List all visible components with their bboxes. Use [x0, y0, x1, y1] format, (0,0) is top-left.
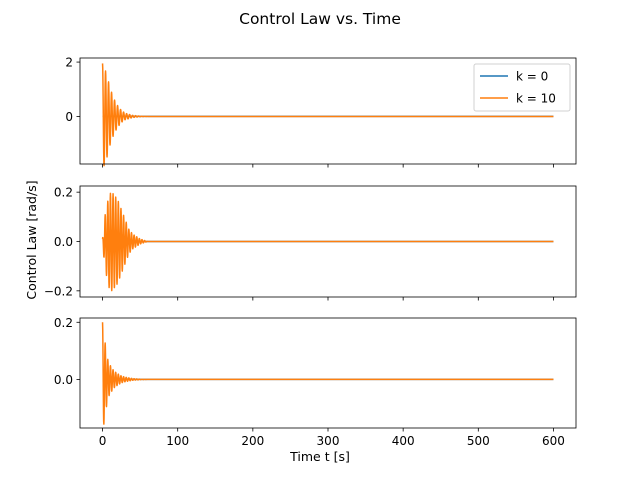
- series-k10-line: [101, 322, 554, 425]
- y-axis-label: Control Law [rad/s]: [24, 180, 39, 299]
- x-tick-label: 0: [99, 434, 107, 448]
- x-tick-label: 500: [467, 434, 490, 448]
- x-tick-label: 200: [241, 434, 264, 448]
- figure-title: Control Law vs. Time: [239, 10, 401, 28]
- subplot-3: 0.0 0.2 0 100 200 300 400 500 600: [54, 316, 577, 448]
- x-tick-label: 600: [542, 434, 565, 448]
- y-tick-label: 0.2: [54, 316, 73, 330]
- series-k10-line: [101, 63, 554, 167]
- y-tick-label: 0: [65, 110, 73, 124]
- axes-frame: [79, 185, 577, 298]
- legend-label-k0: k = 0: [516, 70, 548, 84]
- axes-frame: [79, 57, 577, 165]
- y-tick-label: 0.0: [54, 373, 73, 387]
- subplots: 02−0.20.00.20.00.20 100 200 300 400 500 600: [44, 56, 577, 448]
- x-tick-label: 300: [317, 434, 340, 448]
- subplot-1: 02: [65, 56, 577, 168]
- axes-frame: [79, 317, 577, 429]
- legend-label-k10: k = 10: [516, 92, 556, 106]
- subplot-2: −0.2 0.0 0.2: [44, 185, 577, 301]
- y-tick-label: 0.0: [54, 235, 73, 249]
- x-tick-label: 400: [392, 434, 415, 448]
- series-k10-line: [101, 192, 554, 292]
- y-tick-label: −0.2: [44, 284, 73, 298]
- y-tick-label: 2: [65, 56, 73, 70]
- legend: k = 0 k = 10: [473, 63, 571, 112]
- x-axis-label: Time t [s]: [289, 449, 350, 464]
- y-tick-label: 0.2: [54, 186, 73, 200]
- x-tick-label: 100: [166, 434, 189, 448]
